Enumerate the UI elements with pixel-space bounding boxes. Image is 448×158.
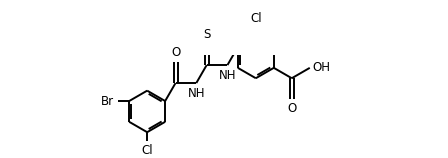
- Text: Cl: Cl: [250, 12, 262, 25]
- Text: OH: OH: [313, 61, 331, 74]
- Text: O: O: [287, 102, 297, 115]
- Text: Br: Br: [101, 94, 114, 108]
- Text: Cl: Cl: [142, 144, 153, 157]
- Text: NH: NH: [188, 87, 206, 100]
- Text: S: S: [203, 28, 211, 41]
- Text: NH: NH: [219, 69, 237, 82]
- Text: O: O: [171, 46, 180, 59]
